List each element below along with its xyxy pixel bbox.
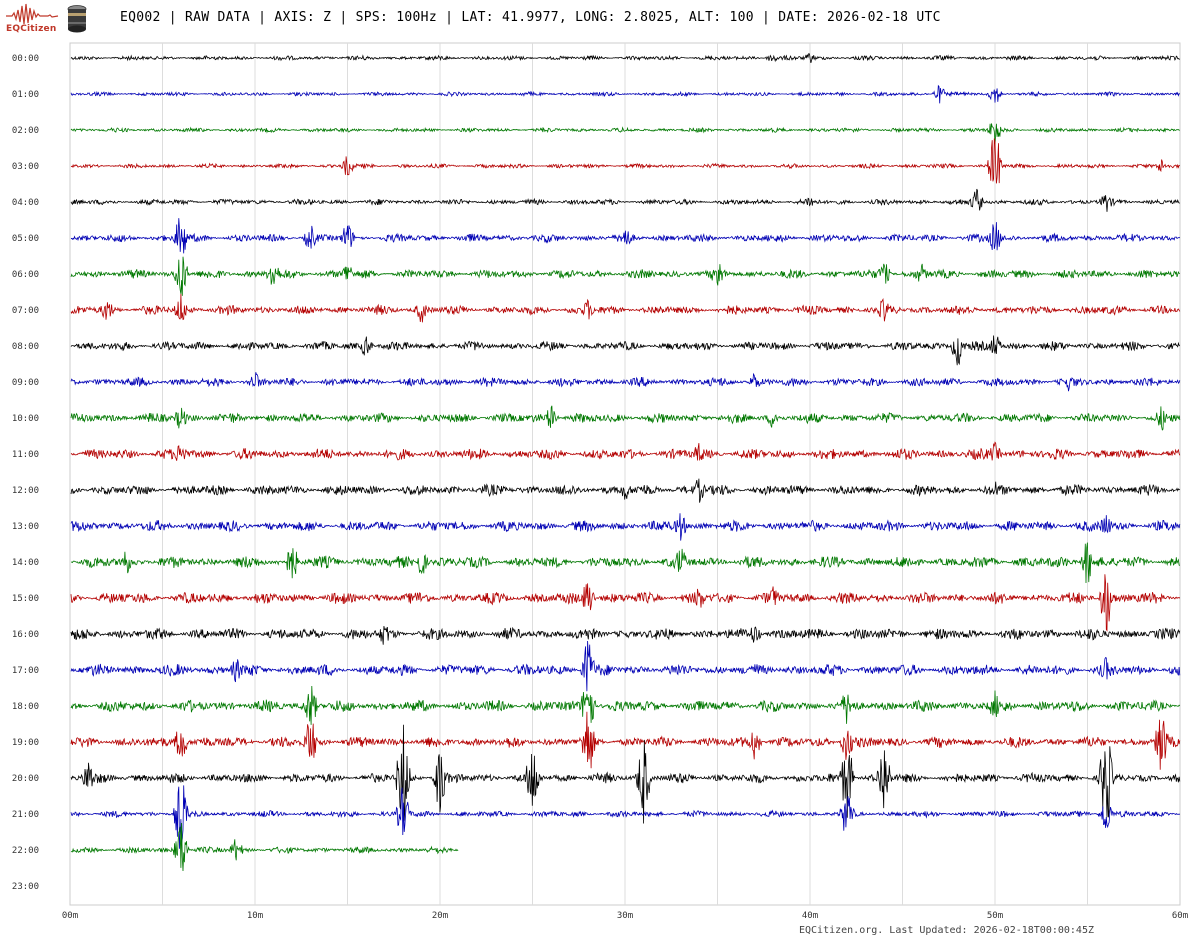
- trace-line: [70, 441, 1181, 462]
- trace-line: [70, 335, 1181, 366]
- trace-line: [70, 293, 1181, 323]
- hour-label: 02:00: [12, 126, 39, 136]
- hour-label: 01:00: [12, 90, 39, 100]
- trace-line: [70, 640, 1181, 692]
- trace-line: [70, 724, 1181, 824]
- page-title: EQ002 | RAW DATA | AXIS: Z | SPS: 100Hz …: [120, 10, 941, 25]
- x-tick-label: 20m: [432, 911, 448, 920]
- helicorder-chart: 00m 10m 20m 30m 40m 50m 60m 00:00 01:00 02:00 03:0…: [12, 42, 1188, 920]
- trace-line: [70, 478, 1180, 503]
- hour-label: 17:00: [12, 666, 39, 676]
- hour-label: 23:00: [12, 882, 39, 892]
- hour-label: 22:00: [12, 846, 39, 856]
- header: EQCitizen EQ002 | RAW DATA | AXIS: Z | S…: [0, 0, 1200, 40]
- hour-label: 12:00: [12, 486, 39, 496]
- hour-label: 13:00: [12, 522, 39, 532]
- seismograph-logo-icon: [4, 2, 60, 38]
- trace-line: [70, 372, 1181, 392]
- x-tick-label: 30m: [617, 911, 633, 920]
- hour-label: 04:00: [12, 198, 39, 208]
- trace-line: [70, 574, 1181, 632]
- x-tick-label: 10m: [247, 911, 263, 920]
- hour-label: 19:00: [12, 738, 39, 748]
- hour-label: 06:00: [12, 270, 39, 280]
- trace-line: [70, 822, 459, 872]
- hour-label: 09:00: [12, 378, 39, 388]
- hour-label: 03:00: [12, 162, 39, 172]
- hour-label: 20:00: [12, 774, 39, 784]
- hour-label: 05:00: [12, 234, 39, 244]
- trace-line: [70, 513, 1181, 541]
- hour-label: 08:00: [12, 342, 39, 352]
- hour-label: 11:00: [12, 450, 39, 460]
- trace-line: [70, 52, 1180, 64]
- x-tick-label: 50m: [987, 911, 1003, 920]
- hour-label: 16:00: [12, 630, 39, 640]
- hour-label: 21:00: [12, 810, 39, 820]
- x-tick-label: 40m: [802, 911, 818, 920]
- trace-line: [70, 188, 1180, 212]
- trace-line: [70, 542, 1181, 584]
- trace-line: [70, 711, 1181, 770]
- x-tick-label: 00m: [62, 911, 78, 920]
- sensor-device-icon: [66, 4, 88, 34]
- trace-line: [70, 785, 1181, 849]
- hour-label: 10:00: [12, 414, 39, 424]
- trace-line: [70, 84, 1180, 104]
- hour-label: 18:00: [12, 702, 39, 712]
- hour-label: 14:00: [12, 558, 39, 568]
- hour-label: 07:00: [12, 306, 39, 316]
- trace-line: [70, 685, 1181, 725]
- logo-text: EQCitizen: [6, 24, 57, 34]
- hour-label: 15:00: [12, 594, 39, 604]
- trace-line: [70, 256, 1180, 296]
- trace-line: [70, 218, 1181, 254]
- x-tick-label: 60m: [1172, 911, 1188, 920]
- trace-line: [70, 626, 1181, 645]
- footer-last-updated: EQCitizen.org. Last Updated: 2026-02-18T…: [798, 925, 1094, 936]
- hour-label: 00:00: [12, 54, 39, 64]
- trace-line: [70, 138, 1180, 184]
- trace-line: [70, 405, 1181, 431]
